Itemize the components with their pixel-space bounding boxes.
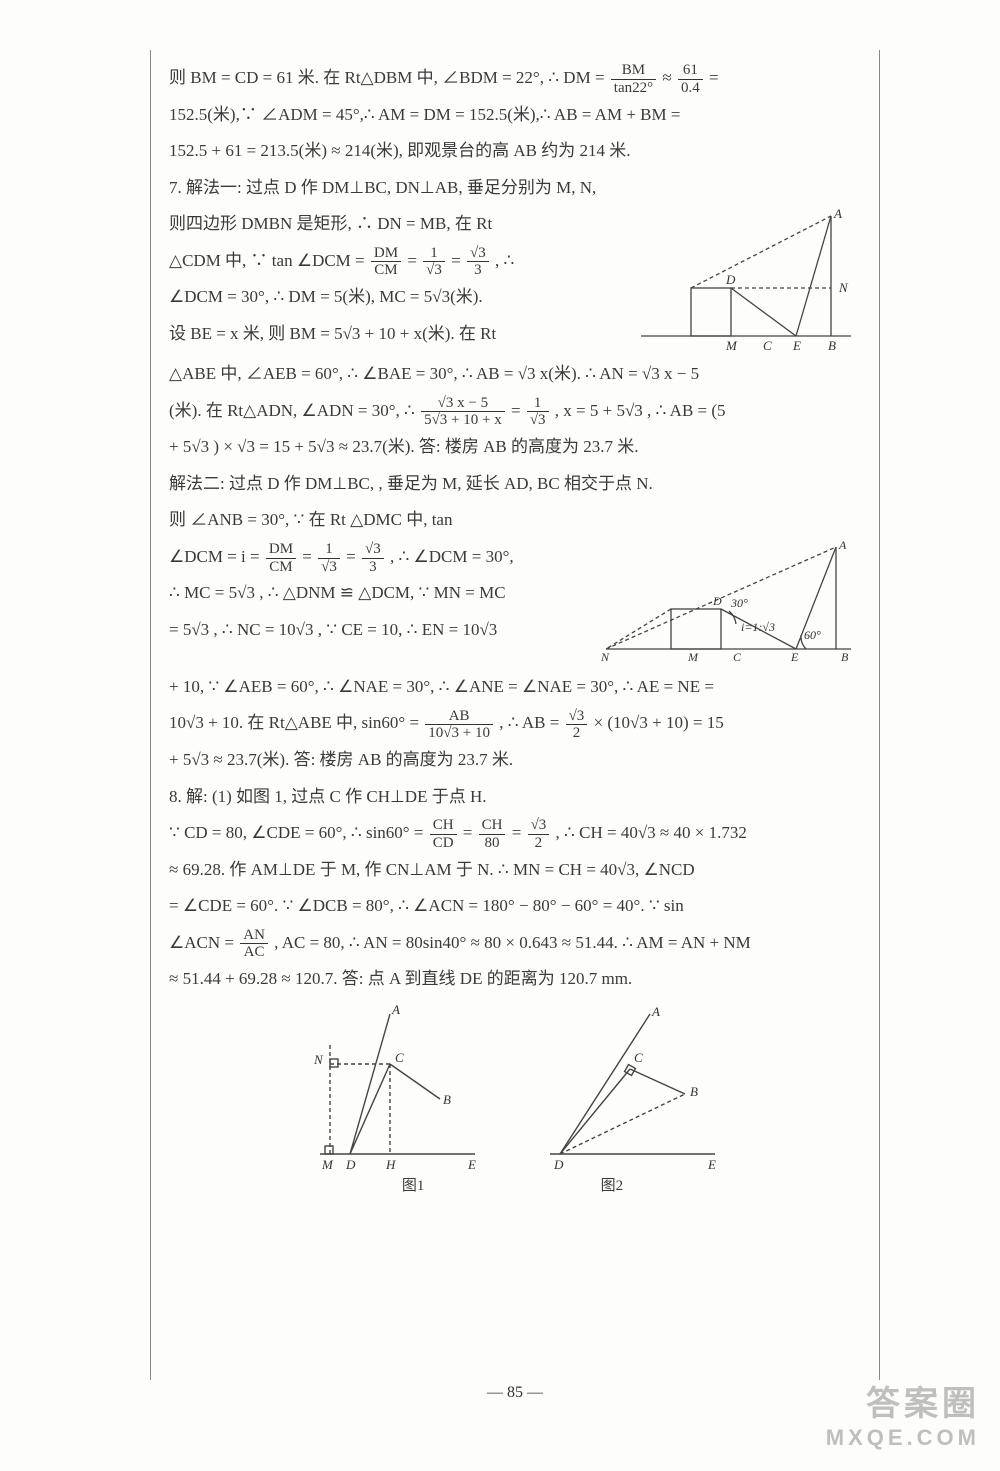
svg-text:B: B bbox=[690, 1084, 698, 1099]
page-number: — 85 — bbox=[150, 1384, 880, 1402]
text-line: 152.5 + 61 = 213.5(米) ≈ 214(米), 即观景台的高 A… bbox=[169, 133, 861, 170]
figures-row: A N C B M D H E bbox=[169, 1004, 861, 1202]
txt: = bbox=[512, 823, 526, 842]
fraction: 1√3 bbox=[423, 245, 445, 279]
svg-text:M: M bbox=[725, 338, 738, 353]
txt: , x = 5 + 5√3 , ∴ AB = (5 bbox=[555, 401, 726, 420]
txt: ≈ bbox=[662, 68, 676, 87]
txt: (米). 在 Rt△ADN, ∠ADN = 30°, ∴ bbox=[169, 401, 419, 420]
svg-text:D: D bbox=[725, 272, 736, 287]
txt: 则 BM = CD = 61 米. 在 Rt△DBM 中, ∠BDM = 22°… bbox=[169, 68, 609, 87]
fraction: 1√3 bbox=[527, 395, 549, 429]
txt: = bbox=[709, 68, 719, 87]
fraction: ANAC bbox=[240, 927, 268, 961]
fraction: DMCM bbox=[371, 245, 401, 279]
txt: = bbox=[451, 251, 465, 270]
svg-text:C: C bbox=[733, 650, 742, 664]
txt: △CDM 中, ∵ tan ∠DCM = bbox=[169, 251, 369, 270]
svg-text:N: N bbox=[838, 280, 849, 295]
text-line: ≈ 51.44 + 69.28 ≈ 120.7. 答: 点 A 到直线 DE 的… bbox=[169, 961, 861, 998]
svg-text:A: A bbox=[833, 206, 842, 221]
text-line: ∠ACN = ANAC , AC = 80, ∴ AN = 80sin40° ≈… bbox=[169, 925, 861, 962]
txt: , ∴ AB = bbox=[499, 713, 563, 732]
svg-text:M: M bbox=[687, 650, 699, 664]
text-line: ∵ CD = 80, ∠CDE = 60°, ∴ sin60° = CHCD =… bbox=[169, 815, 861, 852]
text-line: ≈ 69.28. 作 AM⊥DE 于 M, 作 CN⊥AM 于 N. ∴ MN … bbox=[169, 852, 861, 889]
svg-text:C: C bbox=[634, 1050, 643, 1065]
svg-text:N: N bbox=[601, 650, 610, 664]
fraction: √33 bbox=[362, 541, 384, 575]
svg-text:A: A bbox=[391, 1004, 400, 1017]
txt: ∵ CD = 80, ∠CDE = 60°, ∴ sin60° = bbox=[169, 823, 428, 842]
figure-2-svg: A N D M C E B 30° i=1:√3 60° bbox=[601, 539, 861, 669]
fraction: √3 x − 55√3 + 10 + x bbox=[421, 395, 505, 429]
fraction: √32 bbox=[528, 817, 550, 851]
txt: × (10√3 + 10) = 15 bbox=[594, 713, 724, 732]
page: 则 BM = CD = 61 米. 在 Rt△DBM 中, ∠BDM = 22°… bbox=[0, 0, 1000, 1471]
fraction: BMtan22° bbox=[611, 62, 656, 96]
text-line: △ABE 中, ∠AEB = 60°, ∴ ∠BAE = 30°, ∴ AB =… bbox=[169, 356, 861, 393]
fraction: DMCM bbox=[266, 541, 296, 575]
svg-text:60°: 60° bbox=[804, 628, 821, 642]
txt: , AC = 80, ∴ AN = 80sin40° ≈ 80 × 0.643 … bbox=[274, 933, 751, 952]
svg-text:A: A bbox=[838, 539, 847, 552]
txt: = bbox=[511, 401, 525, 420]
fraction: CH80 bbox=[479, 817, 506, 851]
txt: , ∴ bbox=[495, 251, 514, 270]
svg-text:E: E bbox=[790, 650, 799, 664]
svg-text:i=1:√3: i=1:√3 bbox=[741, 620, 775, 634]
txt: ∠ACN = bbox=[169, 933, 238, 952]
txt: , ∴ ∠DCM = 30°, bbox=[390, 547, 514, 566]
svg-text:E: E bbox=[792, 338, 801, 353]
fraction: 1√3 bbox=[318, 541, 340, 575]
watermark-cn: 答案圈 bbox=[826, 1376, 980, 1425]
content-column: 则 BM = CD = 61 米. 在 Rt△DBM 中, ∠BDM = 22°… bbox=[150, 50, 880, 1380]
txt: 10√3 + 10. 在 Rt△ABE 中, sin60° = bbox=[169, 713, 423, 732]
text-line: + 10, ∵ ∠AEB = 60°, ∴ ∠NAE = 30°, ∴ ∠ANE… bbox=[169, 669, 861, 706]
fraction: AB10√3 + 10 bbox=[425, 708, 493, 742]
text-line: = ∠CDE = 60°. ∵ ∠DCB = 80°, ∴ ∠ACN = 180… bbox=[169, 888, 861, 925]
text-line: + 5√3 ≈ 23.7(米). 答: 楼房 AB 的高度为 23.7 米. bbox=[169, 742, 861, 779]
fraction: √33 bbox=[467, 245, 489, 279]
figure-1-svg: A N D M C E B bbox=[631, 206, 861, 356]
text-line: 则 ∠ANB = 30°, ∵ 在 Rt △DMC 中, tan bbox=[169, 502, 861, 539]
watermark-en: MXQE.COM bbox=[826, 1425, 980, 1451]
text-line: 解法二: 过点 D 作 DM⊥BC, , 垂足为 M, 延长 AD, BC 相交… bbox=[169, 466, 861, 503]
svg-text:B: B bbox=[443, 1092, 451, 1107]
svg-text:30°: 30° bbox=[730, 596, 748, 610]
svg-text:N: N bbox=[313, 1052, 324, 1067]
svg-text:C: C bbox=[395, 1050, 404, 1065]
svg-text:A: A bbox=[651, 1004, 660, 1019]
text-line: 10√3 + 10. 在 Rt△ABE 中, sin60° = AB10√3 +… bbox=[169, 705, 861, 742]
svg-text:D: D bbox=[712, 594, 722, 608]
figure-1: A N D M C E B bbox=[631, 206, 861, 356]
fraction: 610.4 bbox=[678, 62, 703, 96]
watermark: 答案圈 MXQE.COM bbox=[826, 1376, 980, 1451]
txt: = bbox=[302, 547, 316, 566]
fraction: √32 bbox=[566, 708, 588, 742]
fraction: CHCD bbox=[430, 817, 457, 851]
text-line: 152.5(米),∵ ∠ADM = 45°,∴ AM = DM = 152.5(… bbox=[169, 97, 861, 134]
text-line: + 5√3 ) × √3 = 15 + 5√3 ≈ 23.7(米). 答: 楼房… bbox=[169, 429, 861, 466]
svg-text:B: B bbox=[828, 338, 836, 353]
svg-text:B: B bbox=[841, 650, 849, 664]
text-line: 则 BM = CD = 61 米. 在 Rt△DBM 中, ∠BDM = 22°… bbox=[169, 60, 861, 97]
fig4-caption: 图2 bbox=[512, 1170, 712, 1202]
fig3-caption: 图1 bbox=[318, 1170, 508, 1202]
txt: ∠DCM = i = bbox=[169, 547, 264, 566]
figure-captions: 图1 图2 bbox=[169, 1170, 861, 1202]
text-line: (米). 在 Rt△ADN, ∠ADN = 30°, ∴ √3 x − 55√3… bbox=[169, 393, 861, 430]
txt: , ∴ CH = 40√3 ≈ 40 × 1.732 bbox=[556, 823, 747, 842]
figure-2: A N D M C E B 30° i=1:√3 60° bbox=[601, 539, 861, 669]
figure-4-svg: A C B D E bbox=[530, 1004, 730, 1174]
figure-3-svg: A N C B M D H E bbox=[300, 1004, 490, 1174]
txt: = bbox=[463, 823, 477, 842]
txt: = bbox=[407, 251, 421, 270]
text-line: 8. 解: (1) 如图 1, 过点 C 作 CH⊥DE 于点 H. bbox=[169, 779, 861, 816]
svg-text:C: C bbox=[763, 338, 772, 353]
text-line: 7. 解法一: 过点 D 作 DM⊥BC, DN⊥AB, 垂足分别为 M, N, bbox=[169, 170, 861, 207]
txt: = bbox=[346, 547, 360, 566]
